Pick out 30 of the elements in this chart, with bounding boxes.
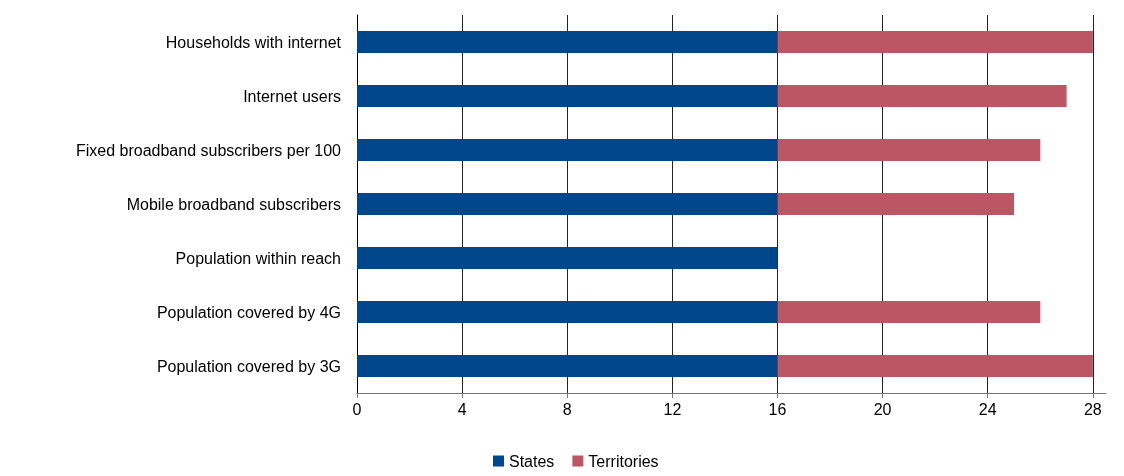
x-tick-label: 8 [562, 400, 572, 418]
bar [777, 193, 1015, 215]
legend-label: States [509, 452, 555, 470]
y-tick-label: Fixed broadband subscribers per 100 [75, 141, 342, 159]
bar [357, 301, 778, 323]
x-tick-label: 28 [1083, 400, 1102, 418]
y-tick-label: Households with internet [165, 33, 342, 51]
bar [357, 355, 778, 377]
bar [357, 31, 778, 53]
bar [357, 193, 778, 215]
x-tick-label: 16 [768, 400, 787, 418]
bar [357, 247, 778, 269]
y-tick-label: Population covered by 4G [156, 303, 341, 321]
bar [777, 301, 1041, 323]
x-tick-label: 20 [873, 400, 892, 418]
x-tick-label: 24 [978, 400, 997, 418]
bar [357, 85, 778, 107]
bar [777, 85, 1067, 107]
legend-label: Territories [588, 452, 659, 470]
bar [777, 139, 1041, 161]
x-tick-label: 12 [663, 400, 682, 418]
y-tick-label: Mobile broadband subscribers [126, 195, 341, 213]
bar [777, 355, 1093, 377]
y-tick-label: Internet users [243, 87, 341, 105]
y-tick-label: Population covered by 3G [156, 357, 341, 375]
x-tick-label: 0 [352, 400, 362, 418]
bar [357, 139, 778, 161]
bar [777, 31, 1093, 53]
x-tick-label: 4 [457, 400, 467, 418]
y-tick-label: Population within reach [175, 249, 341, 267]
